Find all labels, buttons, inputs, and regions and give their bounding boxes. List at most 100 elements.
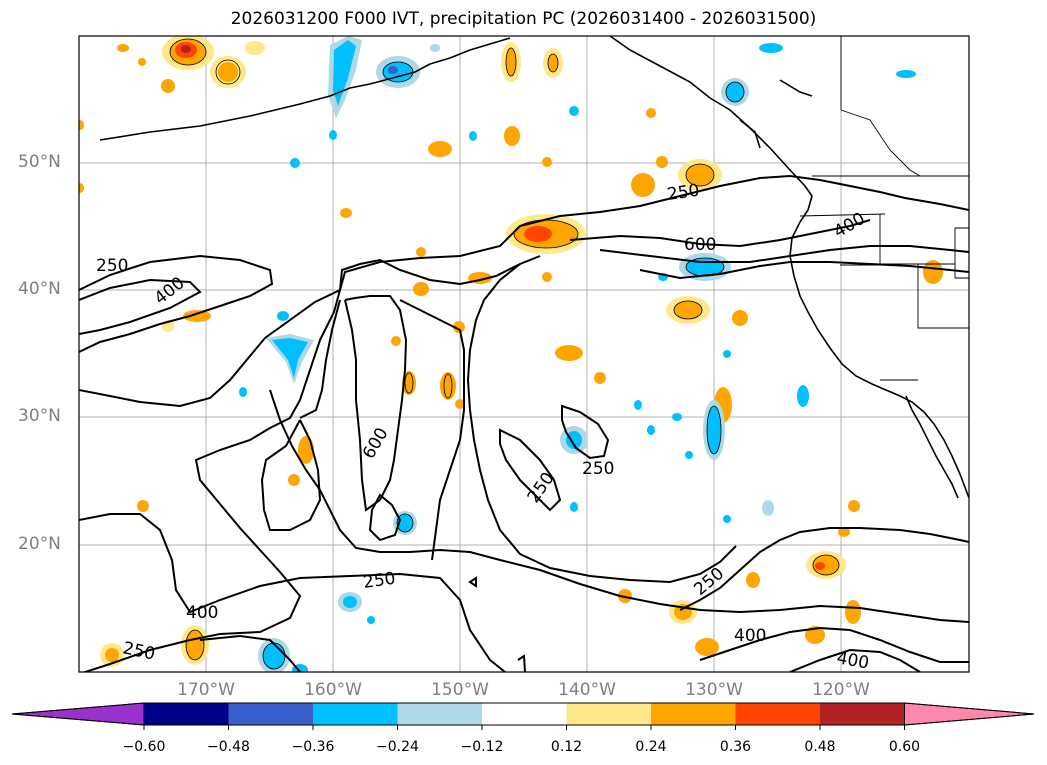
- contour-ivt: [569, 219, 871, 248]
- precip-blob: [686, 164, 714, 186]
- longitude-label: 170°W: [177, 680, 235, 700]
- precip-blob: [416, 247, 426, 257]
- colorbar-segment: [313, 703, 398, 725]
- precip-blob: [340, 208, 352, 218]
- precip-blob: [723, 350, 731, 358]
- latitude-label: 50°N: [18, 152, 61, 172]
- colorbar-segment: [651, 703, 736, 725]
- precip-blob: [79, 120, 84, 130]
- precip-blob: [181, 45, 191, 53]
- precip-blob: [506, 48, 516, 76]
- colorbar-segment: [820, 703, 905, 725]
- colorbar-tick-label: 0.12: [550, 739, 583, 755]
- precip-blob: [367, 616, 375, 624]
- colorbar-segment: [397, 703, 482, 725]
- precip-blob: [695, 638, 719, 656]
- latitude-label: 40°N: [18, 279, 61, 299]
- precip-blob: [647, 425, 655, 435]
- political-borders: [799, 36, 969, 381]
- precip-blob: [388, 66, 398, 74]
- contour-ivt: [561, 404, 610, 460]
- precip-blob: [746, 572, 760, 588]
- precip-blob: [430, 44, 440, 52]
- contour-ivt: [789, 648, 921, 672]
- precip-blob: [455, 399, 465, 409]
- precip-blob: [413, 282, 429, 296]
- contour-ivt: [639, 261, 969, 280]
- precip-blob: [838, 527, 850, 537]
- contour-label: 250: [362, 569, 397, 593]
- contour-ivt: [789, 175, 969, 211]
- precip-blob: [685, 451, 693, 459]
- precip-blob: [542, 157, 552, 167]
- colorbar-tick-label: −0.24: [376, 739, 419, 755]
- precip-blob: [343, 596, 357, 608]
- precip-blob: [815, 562, 825, 570]
- contour-ivt: [344, 295, 408, 512]
- precip-blob: [848, 500, 860, 512]
- precip-blob: [570, 502, 578, 512]
- contour-label: 600: [359, 424, 393, 462]
- precip-blob: [428, 141, 452, 157]
- precip-blob: [594, 372, 606, 384]
- contour-label: 250: [582, 459, 614, 479]
- precip-blob: [288, 474, 300, 486]
- contour-ivt: [368, 493, 402, 542]
- precip-blob: [555, 345, 583, 361]
- contour-label: 400: [835, 648, 870, 673]
- contour-label: 250: [666, 181, 701, 205]
- precip-blob: [117, 44, 129, 52]
- precip-blob: [105, 648, 119, 662]
- precip-blob: [391, 336, 401, 346]
- contour-ivt: [260, 419, 322, 531]
- contour-label: 250: [96, 256, 128, 276]
- colorbar-tick-label: −0.36: [291, 739, 335, 755]
- precip-blob: [272, 338, 308, 378]
- precip-blob: [723, 515, 731, 523]
- colorbar-extend-low: [11, 702, 145, 726]
- precip-blob: [161, 79, 175, 93]
- precip-blob: [566, 431, 582, 449]
- precip-blob: [646, 108, 656, 118]
- contour-label: 600: [684, 235, 716, 255]
- colorbar-tick-label: −0.12: [460, 739, 504, 755]
- contour-ivt: [79, 254, 274, 353]
- map-frame: [78, 35, 970, 673]
- precip-blob: [542, 272, 552, 282]
- precip-blob: [726, 82, 744, 102]
- colorbar-tick-label: 0.24: [635, 739, 667, 755]
- coastline-north-america: [609, 36, 969, 499]
- contour-ivt: [699, 626, 969, 663]
- precip-blob: [923, 260, 943, 284]
- colorbar-segment: [566, 703, 651, 725]
- colorbar-tick-label: 0.36: [719, 739, 752, 755]
- precip-blob: [469, 131, 477, 141]
- precip-blob: [504, 126, 520, 146]
- precip-blob: [183, 310, 211, 322]
- precip-blob: [453, 321, 465, 333]
- precip-blob: [634, 400, 642, 410]
- contour-label: 250: [690, 564, 728, 600]
- contour-ivt: [79, 175, 791, 408]
- colorbar-extend-high: [904, 702, 1035, 726]
- graticule: [79, 36, 969, 672]
- ivt-contours: [79, 175, 969, 672]
- colorbar-tick-label: 0.60: [888, 739, 921, 755]
- contour-ivt: [199, 634, 301, 672]
- coastlines: [99, 36, 969, 499]
- precip-blob: [245, 41, 265, 55]
- contour-label: 400: [186, 603, 218, 623]
- longitude-label: 130°W: [685, 680, 743, 700]
- contour-label: 400: [734, 626, 766, 646]
- coastline-aleutians: [99, 37, 511, 141]
- contour-ivt: [679, 527, 969, 611]
- contour-ivt: [79, 513, 506, 672]
- precip-blob: [569, 106, 579, 116]
- latitude-label: 30°N: [18, 406, 61, 426]
- colorbar-segment: [482, 703, 567, 725]
- colorbar-tick-label: 0.48: [804, 739, 836, 755]
- precip-blob: [138, 58, 146, 66]
- latitude-label: 20°N: [18, 534, 61, 554]
- contour-ivt: [468, 576, 477, 588]
- precip-blob: [672, 413, 682, 421]
